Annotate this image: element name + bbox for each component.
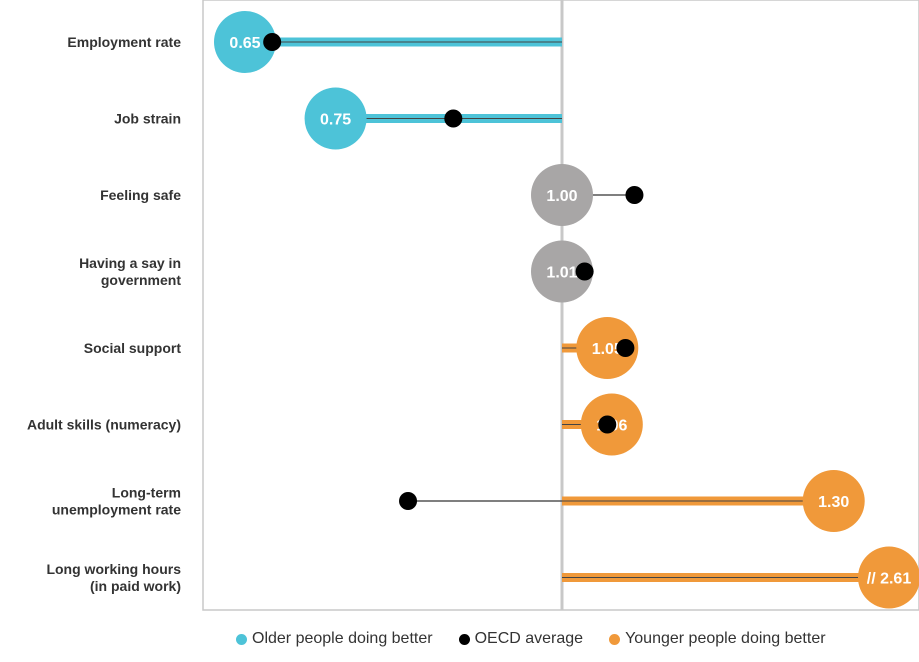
category-label: Long-term unemployment rate (52, 485, 181, 518)
category-label-line: Having a say in (79, 255, 181, 271)
value-label: 1.05 (592, 341, 623, 358)
category-label: Long working hours (in paid work) (46, 561, 181, 594)
oecd-dot (444, 109, 463, 128)
legend-item-older: Older people doing better (236, 630, 433, 648)
value-bubble (531, 240, 593, 303)
category-label-line: unemployment rate (52, 502, 181, 518)
value-label: 0.65 (229, 35, 260, 52)
legend-label-younger: Younger people doing better (625, 630, 826, 647)
oecd-dot (575, 262, 594, 281)
legend-swatch-older (236, 633, 247, 645)
category-label-line: Job strain (114, 111, 181, 127)
legend-label-older: Older people doing better (252, 630, 433, 647)
category-label: Social support (84, 340, 182, 356)
legend-item-younger: Younger people doing better (609, 630, 826, 648)
legend-swatch-younger (609, 633, 621, 645)
value-label: 1.01 (546, 265, 577, 282)
category-label-line: Employment rate (67, 34, 181, 50)
category-label-line: Social support (84, 340, 182, 356)
category-label: Job strain (114, 111, 181, 127)
value-bubble (214, 11, 276, 73)
value-label: 0.75 (320, 112, 351, 129)
category-label-line: Adult skills (numeracy) (27, 417, 181, 433)
value-bubble (858, 546, 919, 609)
category-label: Feeling safe (100, 187, 181, 203)
value-bubble (531, 164, 593, 226)
value-label: 1.00 (546, 188, 577, 205)
category-label: Employment rate (67, 34, 181, 50)
legend: Older people doing better OECD average Y… (236, 630, 826, 648)
legend-label-oecd: OECD average (474, 630, 584, 647)
category-label-line: Feeling safe (100, 187, 181, 203)
category-label-line: Long working hours (46, 561, 181, 577)
oecd-dot (616, 339, 635, 357)
value-bubble (304, 87, 367, 150)
value-bubble (802, 470, 865, 532)
oecd-dot (625, 186, 644, 204)
oecd-dot (263, 33, 282, 51)
value-label: // 2.61 (867, 571, 912, 588)
category-label: Adult skills (numeracy) (27, 417, 181, 433)
value-label: 1.30 (818, 494, 849, 511)
category-label-line: (in paid work) (90, 578, 181, 594)
legend-item-oecd: OECD average (458, 630, 584, 648)
oecd-dot (598, 415, 617, 434)
legend-swatch-oecd (458, 633, 470, 645)
oecd-dot (399, 492, 418, 510)
category-label: Having a say in government (79, 255, 181, 288)
category-label-line: Long-term (112, 485, 181, 501)
chart-rows: Employment rate 0.65 Job strain 0.75 Feeling… (27, 0, 919, 610)
category-label-line: government (101, 272, 181, 288)
value-bubble (576, 317, 639, 379)
